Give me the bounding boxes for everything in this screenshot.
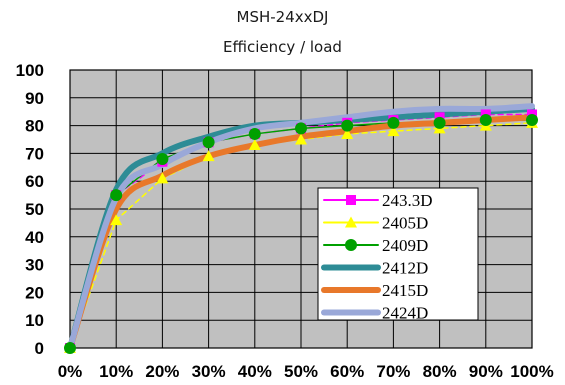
legend: 243.3D 2405D 2409D 2412D 2415D 2424D	[317, 187, 479, 323]
legend-box	[317, 187, 479, 321]
y-tick-label: 100	[16, 61, 44, 80]
y-tick-label: 0	[35, 339, 44, 358]
y-tick-label: 10	[25, 311, 44, 330]
y-tick-label: 80	[25, 117, 44, 136]
x-tick-label: 60%	[330, 362, 364, 381]
data-point	[110, 189, 123, 202]
data-point	[156, 152, 169, 165]
data-point	[341, 119, 354, 132]
x-tick-label: 50%	[284, 362, 318, 381]
legend-marker	[345, 239, 357, 251]
y-tick-label: 40	[25, 228, 44, 247]
data-point	[248, 127, 261, 140]
data-point	[387, 116, 400, 129]
legend-label: 2409D	[382, 236, 428, 255]
legend-marker	[345, 216, 357, 228]
x-axis-ticks: 0% 10% 20% 30% 40% 50% 60% 70% 80% 90% 100%	[58, 362, 554, 381]
data-point	[295, 133, 307, 145]
x-tick-label: 100%	[510, 362, 553, 381]
y-tick-label: 70	[25, 144, 44, 163]
data-point	[64, 342, 76, 354]
series-line-2424d	[67, 103, 535, 351]
legend-label: 2415D	[382, 281, 428, 300]
series-line-2415d	[67, 114, 535, 351]
y-tick-label: 30	[25, 256, 44, 275]
x-tick-label: 90%	[469, 362, 503, 381]
legend-marker	[346, 195, 356, 205]
data-point	[202, 136, 215, 149]
x-tick-label: 30%	[192, 362, 226, 381]
x-tick-label: 70%	[376, 362, 410, 381]
x-tick-label: 40%	[238, 362, 272, 381]
x-tick-label: 20%	[145, 362, 179, 381]
chart-title: MSH-24xxDJ	[236, 8, 329, 26]
y-tick-label: 60	[25, 172, 44, 191]
y-tick-label: 90	[25, 89, 44, 108]
data-point	[526, 114, 538, 127]
x-tick-label: 80%	[423, 362, 457, 381]
y-tick-label: 50	[25, 200, 44, 219]
data-point	[202, 150, 215, 162]
legend-label: 243.3D	[382, 191, 433, 210]
x-tick-label: 10%	[99, 362, 133, 381]
data-point	[156, 172, 169, 184]
data-point	[341, 127, 354, 139]
data-point	[433, 116, 446, 129]
chart-subtitle: Efficiency / load	[223, 38, 342, 56]
y-tick-label: 20	[25, 283, 44, 302]
legend-label: 2412D	[382, 259, 428, 278]
data-point	[387, 125, 400, 137]
y-axis-ticks: 0 10 20 30 40 50 60 70 80 90 100	[16, 61, 44, 358]
legend-label: 2424D	[382, 304, 428, 323]
x-tick-label: 0%	[58, 362, 83, 381]
data-point	[248, 139, 261, 151]
data-point	[295, 122, 307, 135]
legend-label: 2405D	[382, 214, 428, 233]
data-point	[110, 214, 123, 226]
data-point	[479, 114, 492, 127]
series-markers	[64, 109, 538, 354]
